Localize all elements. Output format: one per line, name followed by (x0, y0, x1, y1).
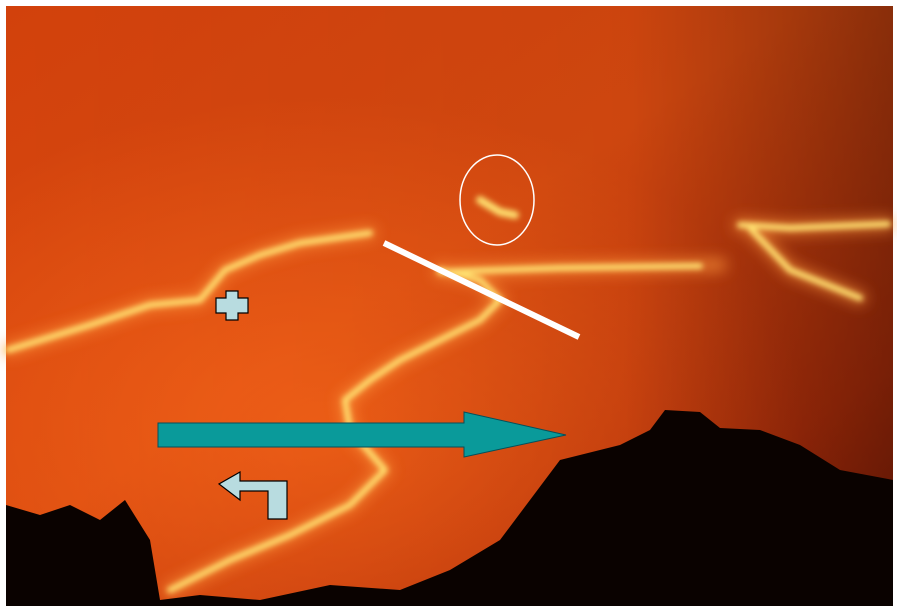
screenshot (0, 0, 897, 608)
page (0, 0, 897, 608)
photo (6, 6, 893, 606)
